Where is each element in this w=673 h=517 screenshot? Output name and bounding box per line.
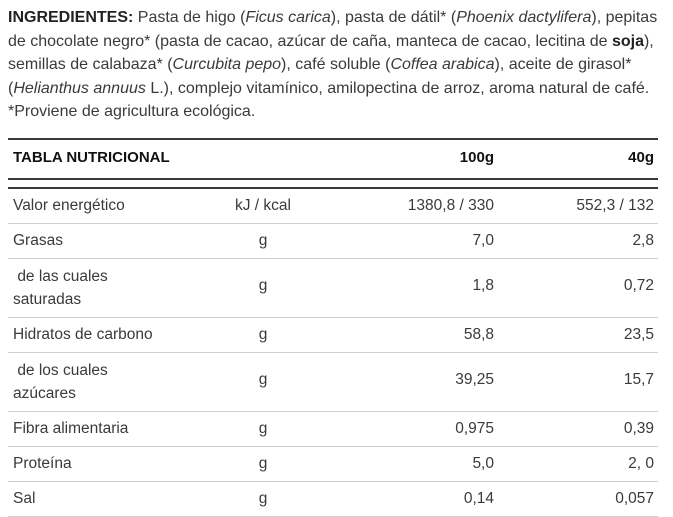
- table-row: Hidratos de carbono g 58,8 23,5: [8, 318, 658, 353]
- row-value-100g: 39,25: [455, 371, 494, 388]
- ingredients-part: Pasta de higo (: [133, 9, 246, 26]
- row-value-100g: 7,0: [472, 232, 494, 249]
- row-unit: g: [258, 277, 268, 294]
- row-label: Proteína: [13, 455, 72, 472]
- table-row: de los cuales azúcares g 39,25 15,7: [8, 353, 658, 412]
- row-value-40g: 15,7: [623, 371, 654, 388]
- row-label: Grasas: [13, 232, 63, 249]
- ingredients-part: ), café soluble (: [281, 56, 391, 73]
- row-label: Sal: [13, 490, 36, 507]
- row-value-40g: 0,057: [615, 490, 654, 507]
- row-unit: g: [258, 326, 268, 343]
- ingredients-latin-name: Phoenix dactylifera: [456, 9, 592, 26]
- ingredients-heading: INGREDIENTES:: [8, 9, 134, 26]
- row-value-40g: 23,5: [623, 326, 654, 343]
- row-unit: g: [258, 490, 268, 507]
- nutrition-table: TABLA NUTRICIONAL 100g 40g Valor energét…: [8, 138, 658, 517]
- row-unit: g: [258, 232, 268, 249]
- ingredients-part: ), pepitas de chocolate negro* (pasta de…: [8, 9, 658, 50]
- row-value-40g: 0,72: [623, 277, 654, 294]
- row-value-40g: 0,39: [623, 420, 654, 437]
- table-row: Grasas g 7,0 2,8: [8, 224, 658, 259]
- ingredients-part: ), pasta de dátil* (: [330, 9, 457, 26]
- row-label: de los cuales azúcares: [13, 362, 113, 402]
- row-label: Fibra alimentaria: [13, 420, 129, 437]
- header-40g: 40g: [628, 149, 654, 166]
- allergen-soja: soja: [611, 32, 644, 50]
- table-row: Proteína g 5,0 2, 0: [8, 447, 658, 482]
- header-title: TABLA NUTRICIONAL: [13, 149, 170, 166]
- table-row: de las cuales saturadas g 1,8 0,72: [8, 259, 658, 318]
- ingredients-part: ), aceite de girasol* (: [8, 56, 632, 97]
- row-value-100g: 0,14: [463, 490, 494, 507]
- ingredients-part: ), semillas de calabaza* (: [8, 32, 654, 74]
- ingredients-latin-name: Curcubita pepo: [172, 56, 282, 73]
- row-unit: g: [258, 371, 268, 388]
- row-label: Hidratos de carbono: [13, 326, 153, 343]
- row-value-100g: 1380,8 / 330: [407, 197, 494, 214]
- row-unit: g: [258, 420, 268, 437]
- row-label: de las cuales saturadas: [13, 268, 113, 308]
- table-row: Sal g 0,14 0,057: [8, 482, 658, 517]
- table-row: Valor energético kJ / kcal 1380,8 / 330 …: [8, 187, 658, 224]
- row-value-100g: 0,975: [455, 420, 494, 437]
- row-unit: g: [258, 455, 268, 472]
- header-100g: 100g: [459, 149, 494, 166]
- row-value-40g: 552,3 / 132: [576, 197, 654, 214]
- table-row: Fibra alimentaria g 0,975 0,39: [8, 412, 658, 447]
- ingredients-text: INGREDIENTES: Pasta de higo (Ficus caric…: [8, 6, 664, 124]
- row-unit: kJ / kcal: [235, 197, 291, 214]
- nutrition-table-header: TABLA NUTRICIONAL 100g 40g: [8, 138, 658, 180]
- row-value-100g: 1,8: [472, 277, 494, 294]
- ingredients-latin-name: Ficus carica: [245, 9, 331, 26]
- row-label: Valor energético: [13, 197, 125, 214]
- row-value-40g: 2,8: [632, 232, 654, 249]
- ingredients-part: L.), complejo vitamínico, amilopectina d…: [8, 79, 650, 121]
- ingredients-latin-name: Helianthus annuus: [13, 79, 146, 97]
- row-value-100g: 5,0: [472, 455, 494, 472]
- ingredients-latin-name: Coffea arabica: [390, 56, 495, 73]
- row-value-40g: 2, 0: [628, 455, 654, 472]
- row-value-100g: 58,8: [463, 326, 494, 343]
